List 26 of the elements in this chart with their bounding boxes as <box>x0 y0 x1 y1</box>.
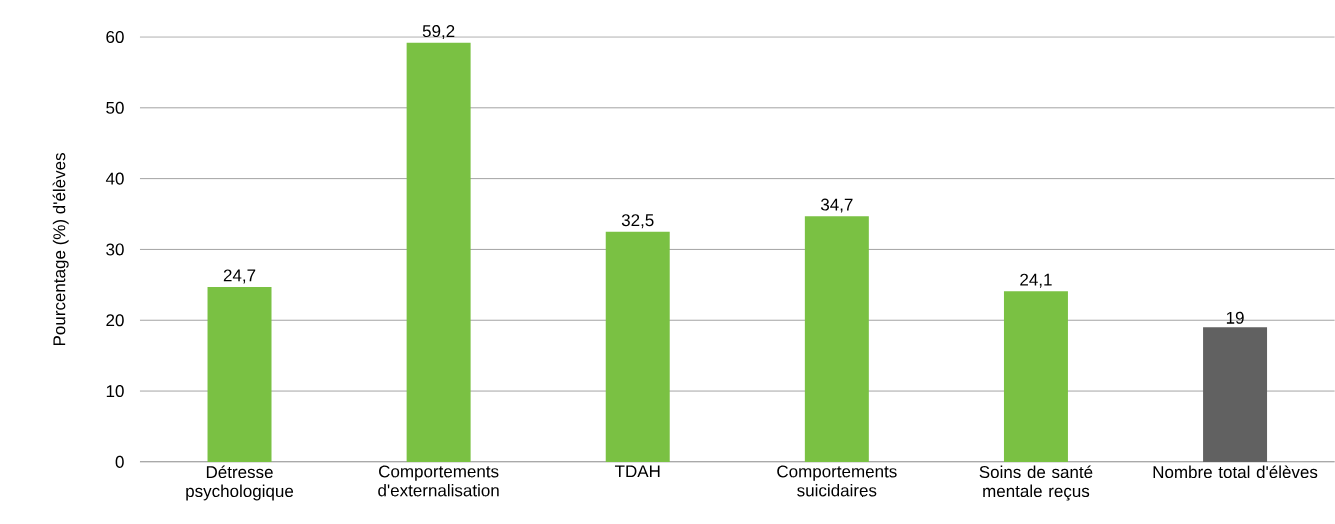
y-tick-label: 0 <box>115 455 124 468</box>
data-label: 59,2 <box>422 25 455 40</box>
data-label: 32,5 <box>621 214 654 229</box>
bar <box>605 231 670 462</box>
y-tick-label: 10 <box>106 385 124 398</box>
x-tick-label: Comportements suicidaires <box>777 465 897 497</box>
bar <box>804 216 869 462</box>
x-tick-label: Détresse psychologique <box>186 465 294 501</box>
x-tick-label: Soins de santé mentale reçus <box>979 465 1093 501</box>
y-tick-label: 20 <box>106 314 124 327</box>
x-tick-label: Comportements d'externalisation <box>378 465 499 497</box>
data-label: 24,7 <box>223 269 256 284</box>
bar <box>1003 291 1068 462</box>
y-tick-label: 60 <box>106 31 124 44</box>
bar <box>406 42 471 462</box>
y-axis-title: Pourcentage (%) d'élèves <box>52 153 69 346</box>
x-tick-label: TDAH <box>614 465 660 478</box>
x-tick-label: Nombre total d'élèves <box>1153 465 1318 479</box>
data-label: 19 <box>1226 311 1244 324</box>
y-tick-label: 40 <box>105 172 124 185</box>
bar <box>1203 327 1268 462</box>
bar <box>207 287 272 462</box>
data-label: 24,1 <box>1020 273 1052 288</box>
y-tick-label: 30 <box>106 243 124 256</box>
y-tick-label: 50 <box>106 101 124 114</box>
data-label: 34,7 <box>820 198 853 213</box>
